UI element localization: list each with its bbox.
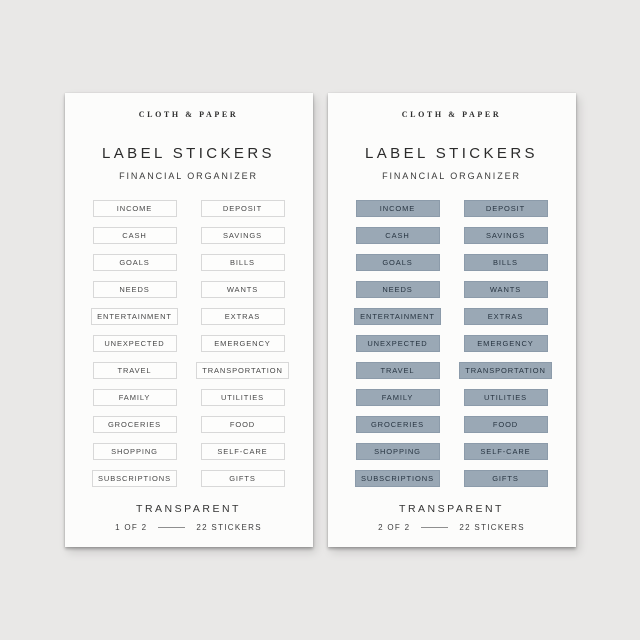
sticker-goals: GOALS <box>92 254 177 271</box>
page-indicator: 2 OF 2 <box>378 523 411 532</box>
sticker-count: 22 STICKERS <box>196 523 262 532</box>
sticker-grid: INCOME DEPOSIT CASH SAVINGS GOALS BILLS NEEDS W… <box>348 200 556 487</box>
footer-meta: 1 OF 2 22 STICKERS <box>115 523 262 532</box>
sticker-sheet-1: CLOTH & PAPER LABEL STICKERS FINANCIAL O… <box>64 93 313 547</box>
sticker-savings: SAVINGS <box>200 227 285 244</box>
sticker-subscriptions: SUBSCRIPTIONS <box>92 470 177 487</box>
sticker-groceries: GROCERIES <box>92 416 177 433</box>
sticker-needs: NEEDS <box>355 281 440 298</box>
sticker-emergency: EMERGENCY <box>463 335 548 352</box>
sticker-needs: NEEDS <box>92 281 177 298</box>
sticker-food: FOOD <box>463 416 548 433</box>
sheet-title: LABEL STICKERS <box>365 145 538 162</box>
sticker-sheet-2: CLOTH & PAPER LABEL STICKERS FINANCIAL O… <box>327 93 576 547</box>
sticker-subscriptions: SUBSCRIPTIONS <box>355 470 440 487</box>
sticker-gifts: GIFTS <box>200 470 285 487</box>
sticker-food: FOOD <box>200 416 285 433</box>
sheet-subtitle: FINANCIAL ORGANIZER <box>382 171 521 181</box>
brand-logo: CLOTH & PAPER <box>401 110 502 119</box>
sticker-bills: BILLS <box>200 254 285 271</box>
sticker-count: 22 STICKERS <box>459 523 525 532</box>
sticker-travel: TRAVEL <box>92 362 177 379</box>
sticker-wants: WANTS <box>200 281 285 298</box>
sticker-cash: CASH <box>355 227 440 244</box>
divider-line <box>158 527 186 528</box>
sticker-cash: CASH <box>92 227 177 244</box>
divider-line <box>421 527 449 528</box>
sheet-subtitle: FINANCIAL ORGANIZER <box>119 171 258 181</box>
sticker-self-care: SELF-CARE <box>463 443 548 460</box>
brand-logo: CLOTH & PAPER <box>138 110 239 119</box>
sticker-groceries: GROCERIES <box>355 416 440 433</box>
sticker-shopping: SHOPPING <box>355 443 440 460</box>
material-label: TRANSPARENT <box>136 503 241 515</box>
sticker-gifts: GIFTS <box>463 470 548 487</box>
sticker-savings: SAVINGS <box>463 227 548 244</box>
sticker-unexpected: UNEXPECTED <box>355 335 440 352</box>
sticker-income: INCOME <box>355 200 440 217</box>
sticker-extras: EXTRAS <box>200 308 285 325</box>
sticker-extras: EXTRAS <box>463 308 548 325</box>
sticker-goals: GOALS <box>355 254 440 271</box>
sticker-income: INCOME <box>92 200 177 217</box>
sheet-title: LABEL STICKERS <box>102 145 275 162</box>
sticker-entertainment: ENTERTAINMENT <box>91 308 178 325</box>
page-indicator: 1 OF 2 <box>115 523 148 532</box>
material-label: TRANSPARENT <box>399 503 504 515</box>
sticker-transportation: TRANSPORTATION <box>459 362 552 379</box>
sheet-pair: CLOTH & PAPER LABEL STICKERS FINANCIAL O… <box>64 93 576 547</box>
sticker-utilities: UTILITIES <box>200 389 285 406</box>
sticker-deposit: DEPOSIT <box>463 200 548 217</box>
sticker-entertainment: ENTERTAINMENT <box>354 308 441 325</box>
sticker-shopping: SHOPPING <box>92 443 177 460</box>
sticker-bills: BILLS <box>463 254 548 271</box>
sticker-emergency: EMERGENCY <box>200 335 285 352</box>
sticker-self-care: SELF-CARE <box>200 443 285 460</box>
sticker-utilities: UTILITIES <box>463 389 548 406</box>
sticker-grid: INCOME DEPOSIT CASH SAVINGS GOALS BILLS NEEDS W… <box>85 200 293 487</box>
sticker-unexpected: UNEXPECTED <box>92 335 177 352</box>
sticker-family: FAMILY <box>355 389 440 406</box>
sticker-transportation: TRANSPORTATION <box>196 362 289 379</box>
sticker-travel: TRAVEL <box>355 362 440 379</box>
sticker-deposit: DEPOSIT <box>200 200 285 217</box>
footer-meta: 2 OF 2 22 STICKERS <box>378 523 525 532</box>
sticker-wants: WANTS <box>463 281 548 298</box>
sticker-family: FAMILY <box>92 389 177 406</box>
